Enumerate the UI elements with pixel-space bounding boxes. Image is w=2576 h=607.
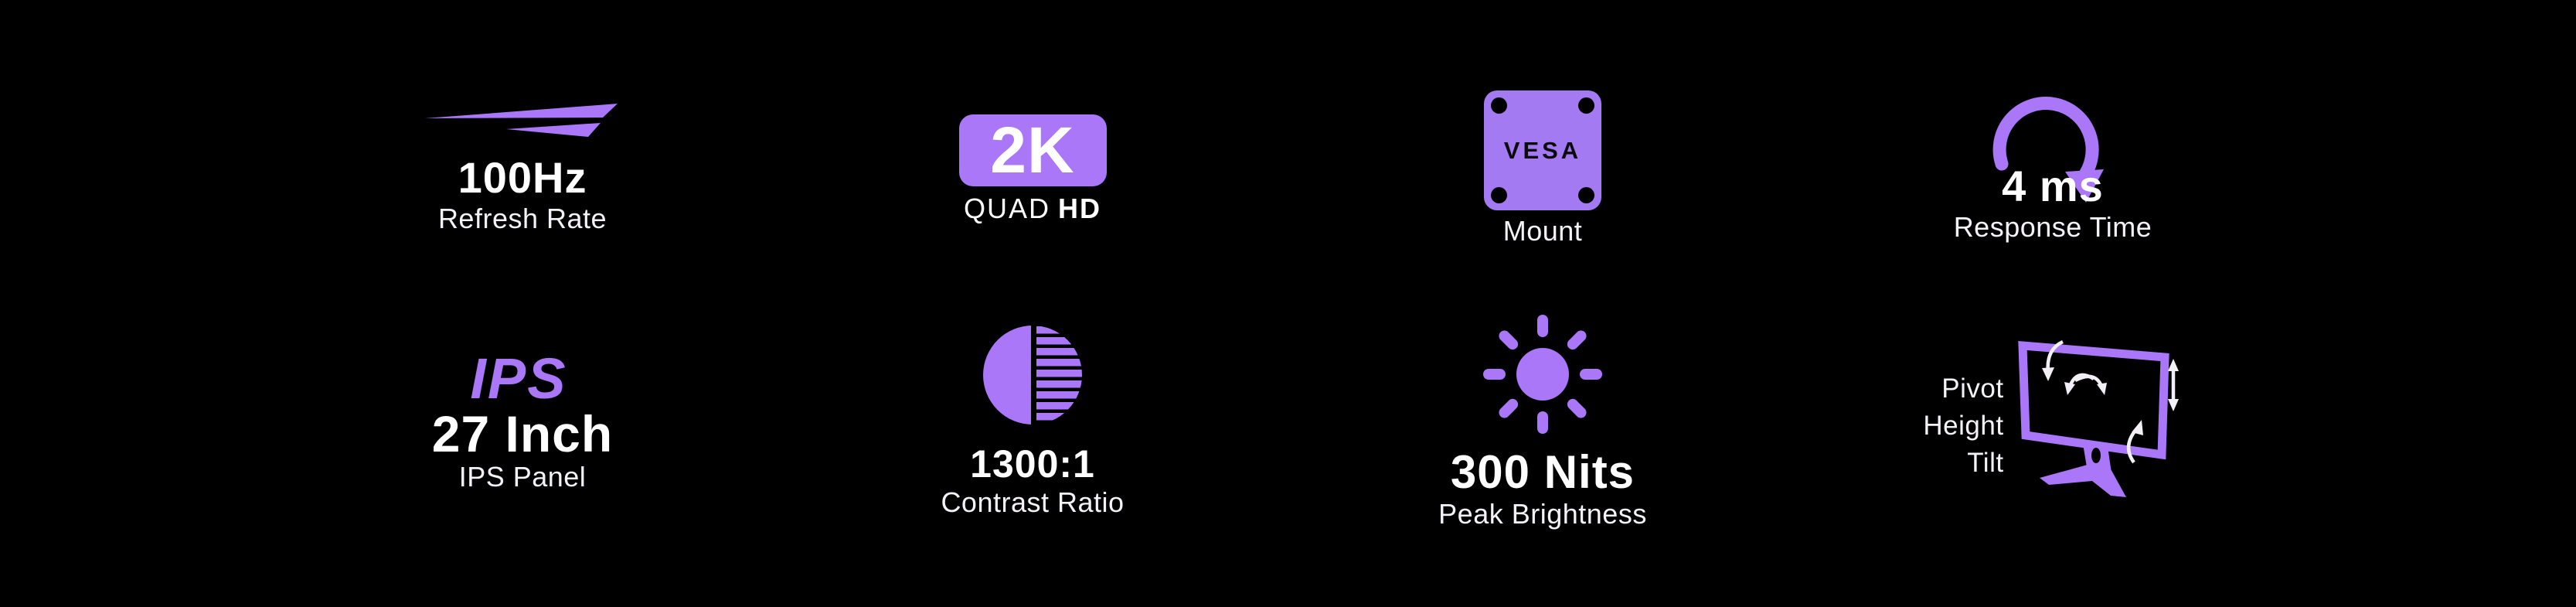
refresh-rate-value: 100Hz — [458, 153, 587, 203]
screw-hole-icon — [1578, 97, 1594, 114]
height-label: Height — [1923, 410, 2004, 441]
tilt-label: Tilt — [1967, 447, 2004, 478]
peak-brightness-value: 300 Nits — [1450, 446, 1635, 499]
vesa-plate-icon: VESA — [1484, 90, 1601, 211]
screw-hole-icon — [1578, 187, 1594, 204]
clockwise-arrow-icon — [1992, 97, 2104, 203]
feature-vesa-mount: VESA Mount — [1288, 0, 1798, 303]
resolution-label: QUAD HD — [964, 193, 1101, 225]
ergonomics-wrap: Pivot Height Tilt — [1923, 339, 2182, 504]
hd-text: HD — [1058, 192, 1101, 224]
peak-brightness-label: Peak Brightness — [1438, 498, 1647, 530]
refresh-rate-label: Refresh Rate — [437, 203, 607, 235]
feature-panel-size: IPS 27 Inch IPS Panel — [267, 303, 778, 607]
feature-peak-brightness: 300 Nits Peak Brightness — [1288, 303, 1798, 607]
feature-resolution: 2K QUAD HD — [778, 0, 1288, 303]
2k-badge: 2K — [958, 113, 1107, 186]
ips-accent-text: IPS — [470, 346, 567, 411]
monitor-adjust-icon — [2017, 339, 2179, 497]
ergonomics-labels: Pivot Height Tilt — [1923, 370, 2003, 482]
feature-response-time: 4 ms Response Time — [1798, 0, 2308, 303]
response-time-value: 4 ms — [2002, 162, 2104, 211]
2k-badge-text: 2K — [990, 113, 1075, 186]
vesa-label: Mount — [1502, 215, 1583, 247]
response-time-label: Response Time — [1953, 211, 2152, 244]
contrast-ratio-value: 1300:1 — [970, 442, 1095, 486]
feature-refresh-rate: 100Hz Refresh Rate — [267, 0, 778, 303]
contrast-ratio-label: Contrast Ratio — [941, 486, 1125, 519]
vesa-plate-text: VESA — [1503, 136, 1582, 164]
pivot-label: Pivot — [1941, 373, 2004, 404]
speed-lines-icon — [425, 104, 618, 138]
screw-hole-icon — [1491, 97, 1507, 114]
contrast-half-circle-icon — [983, 325, 1082, 425]
panel-size-value: 27 Inch — [431, 404, 614, 462]
screw-hole-icon — [1491, 187, 1507, 204]
feature-ergonomics: Pivot Height Tilt — [1798, 303, 2308, 607]
panel-type-label: IPS Panel — [458, 460, 587, 493]
quad-text: QUAD — [963, 192, 1050, 224]
sun-icon — [1483, 315, 1602, 435]
feature-contrast-ratio: 1300:1 Contrast Ratio — [778, 303, 1288, 607]
